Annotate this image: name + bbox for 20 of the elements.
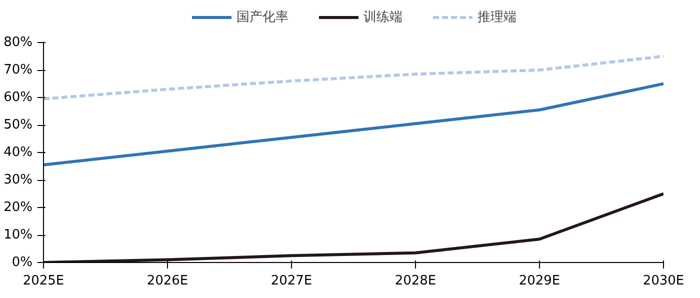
x-tick-label: 2026E (146, 274, 188, 288)
y-tick-label: 80% (4, 35, 33, 50)
legend-label: 训练端 (364, 9, 402, 26)
x-tick-label: 2025E (22, 274, 64, 288)
y-tick-label: 70% (4, 62, 33, 78)
x-tick-label: 2030E (642, 274, 684, 288)
line-series (44, 54, 664, 100)
y-tick-label: 10% (4, 228, 33, 242)
y-tick-label: 30% (4, 172, 33, 188)
x-tick-label: 2028E (394, 274, 436, 288)
x-tick-label: 2029E (518, 274, 560, 288)
y-tick-label: 60% (4, 90, 33, 105)
y-tick-label: 0% (12, 255, 32, 270)
y-tick-label: 20% (4, 200, 33, 215)
legend-label: 国产化率 (236, 9, 288, 26)
line-series (44, 82, 664, 166)
legend-label: 推理端 (478, 9, 516, 26)
x-tick-label: 2027E (270, 274, 312, 288)
y-tick-label: 50% (4, 118, 33, 132)
y-tick-label: 40% (4, 145, 33, 160)
